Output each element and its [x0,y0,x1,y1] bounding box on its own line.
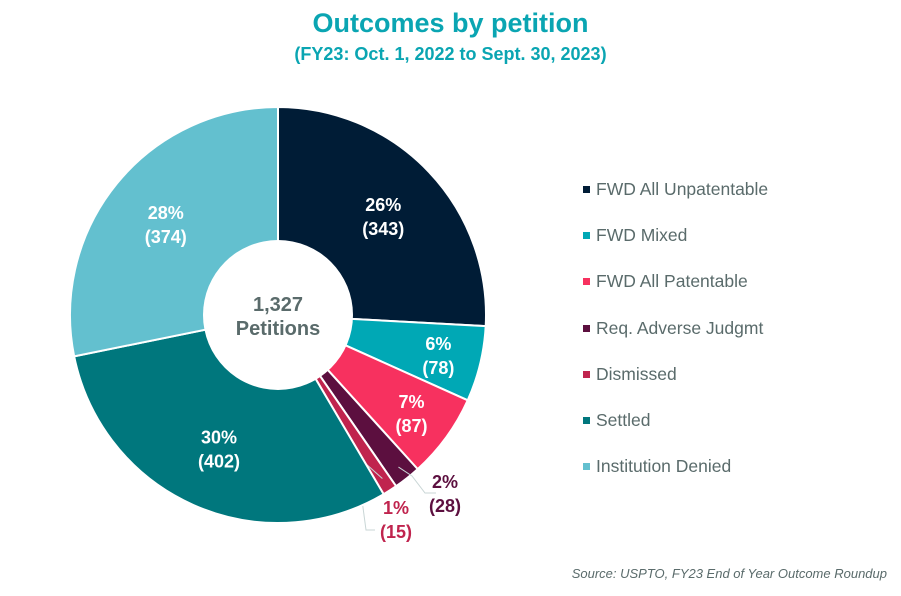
leader-line [398,466,436,494]
donut-hole [203,240,353,390]
chart-title: Outcomes by petition [312,8,589,38]
legend-swatch-icon [583,463,590,471]
legend-item: Settled [583,397,768,443]
legend-item: FWD Mixed [583,212,768,258]
center-total: 1,327 [253,294,303,316]
legend-swatch-icon [583,185,590,193]
legend-item: Dismissed [583,351,768,397]
legend-swatch-icon [583,278,590,286]
legend-swatch-icon [583,324,590,332]
slice-percent-label: 6% [425,334,451,354]
legend-swatch-icon [583,231,590,239]
legend-label: Req. Adverse Judgmt [596,317,764,338]
legend-item: FWD All Unpatentable [583,166,768,212]
legend-label: FWD Mixed [596,224,688,245]
legend: FWD All Unpatentable FWD Mixed FWD All Pat… [583,166,768,490]
slice-count-label: (87) [395,416,427,436]
legend-label: Settled [596,410,651,431]
slice-percent-label: 30% [201,427,237,447]
chart-subtitle: (FY23: Oct. 1, 2022 to Sept. 30, 2023) [294,44,607,64]
legend-item: Req. Adverse Judgmt [583,305,768,351]
legend-swatch-icon [583,370,590,378]
slice-count-label: (78) [422,358,454,378]
slice-percent-label: 1% [383,498,409,518]
slice-percent-label: 26% [365,195,401,215]
slice-count-label: (402) [198,451,240,471]
slice-percent-label: 2% [432,472,458,492]
slice-count-label: (15) [380,522,412,542]
slice-count-label: (374) [145,227,187,247]
source-note: Source: USPTO, FY23 End of Year Outcome … [571,566,887,581]
legend-label: FWD All Unpatentable [596,178,769,199]
legend-label: FWD All Patentable [596,271,748,292]
legend-swatch-icon [583,417,590,425]
legend-label: Institution Denied [596,456,732,477]
slice-count-label: (28) [429,496,461,516]
slice-count-label: (343) [362,219,404,239]
slice-percent-label: 28% [148,203,184,223]
legend-item: Institution Denied [583,444,768,490]
center-label: Petitions [236,318,320,340]
legend-label: Dismissed [596,363,677,384]
legend-item: FWD All Patentable [583,259,768,305]
slice-percent-label: 7% [398,392,424,412]
